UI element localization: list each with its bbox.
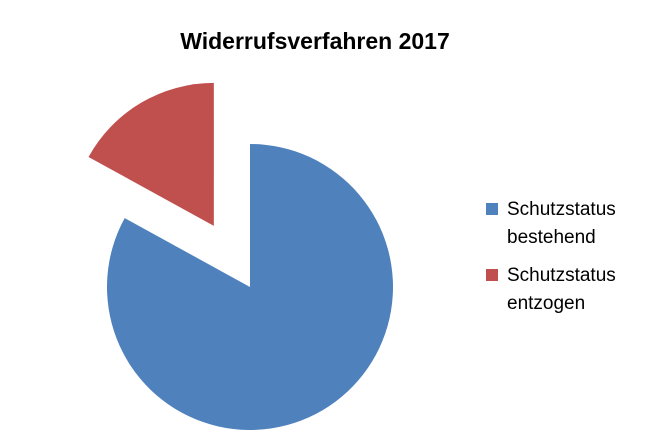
legend: Schutzstatus bestehend Schutzstatus entzo…	[486, 196, 636, 328]
legend-entry: Schutzstatus entzogen	[486, 262, 636, 318]
legend-entry: Schutzstatus bestehend	[486, 196, 636, 252]
legend-swatch	[486, 203, 498, 215]
legend-label: Schutzstatus entzogen	[507, 265, 616, 314]
legend-label: Schutzstatus bestehend	[507, 199, 616, 248]
chart-title: Widerrufsverfahren 2017	[180, 28, 450, 54]
pie-slice	[88, 82, 214, 226]
legend-swatch	[486, 269, 498, 281]
pie-slice	[107, 144, 393, 430]
